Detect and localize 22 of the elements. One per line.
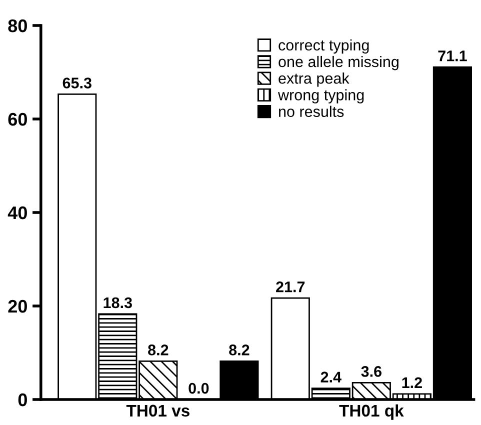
data-label: 18.3: [104, 297, 132, 308]
legend-label: one allele missing: [278, 56, 398, 70]
data-label: 71.1: [438, 50, 467, 62]
legend-label: correct typing: [278, 39, 369, 54]
data-label: 21.7: [276, 281, 305, 292]
y-tick-label: 80: [8, 19, 27, 32]
data-label: 3.6: [361, 366, 382, 377]
data-label: 65.3: [62, 78, 92, 88]
data-label: 8.2: [148, 344, 168, 356]
legend-label: wrong typing: [278, 89, 364, 104]
y-tick-label: 40: [8, 206, 27, 220]
legend-label: no results: [279, 106, 344, 118]
data-label: 1.2: [402, 377, 422, 388]
data-label: 2.4: [320, 372, 342, 382]
data-label: 8.2: [229, 344, 250, 356]
data-label: 0.0: [188, 382, 209, 394]
x-tick-label: TH01 vs: [126, 404, 190, 417]
y-tick-label: 20: [8, 300, 27, 313]
x-tick-label: TH01 qk: [339, 404, 404, 420]
y-tick-label: 0: [18, 393, 27, 406]
legend-label: extra peak: [278, 72, 350, 87]
y-tick-label: 60: [8, 112, 27, 126]
